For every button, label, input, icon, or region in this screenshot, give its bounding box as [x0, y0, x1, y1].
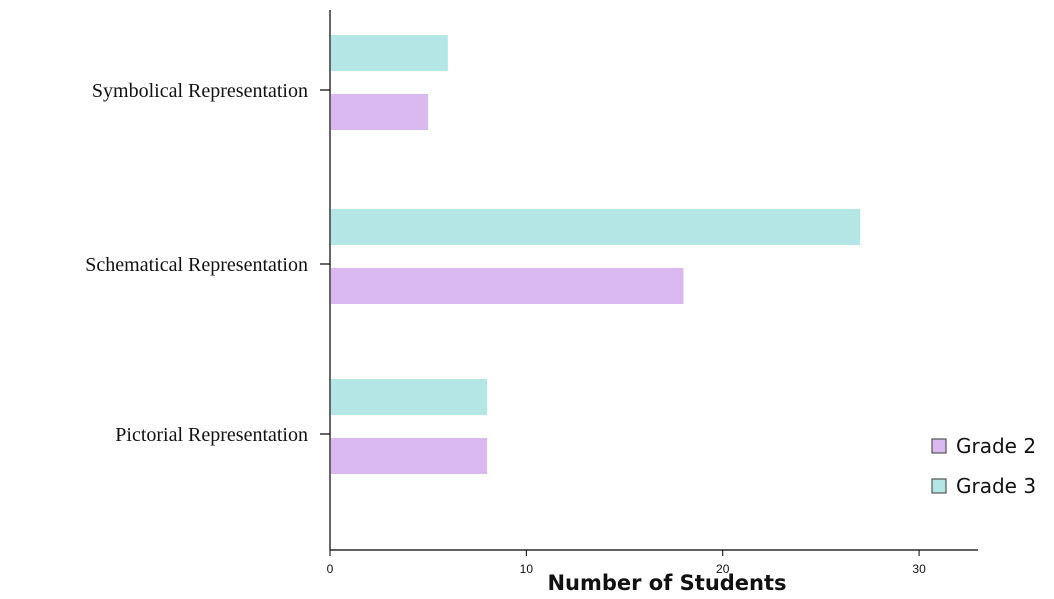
x-tick-label: 10	[520, 562, 534, 576]
x-tick-label: 20	[716, 562, 730, 576]
category-label: Pictorial Representation	[115, 424, 308, 446]
legend-swatch-grade-3	[931, 478, 947, 494]
category-labels: Symbolical Representation Schematical Rep…	[85, 80, 330, 446]
bar-grade-3-1	[331, 209, 861, 245]
category-label: Symbolical Representation	[92, 80, 308, 102]
category-label: Schematical Representation	[85, 254, 308, 276]
bar-grade-2-1	[331, 268, 684, 304]
legend-label: Grade 2	[956, 434, 1036, 458]
bar-grade-2-2	[331, 438, 488, 474]
x-tick-label: 30	[912, 562, 926, 576]
bar-grade-2-0	[331, 94, 429, 130]
legend-swatch-grade-2	[931, 438, 947, 454]
legend-label: Grade 3	[956, 474, 1036, 498]
bar-grade-3-0	[331, 35, 448, 71]
legend: Grade 2 Grade 3	[931, 434, 1036, 498]
x-axis-title: Number of Students	[547, 571, 786, 595]
bars-group	[331, 35, 861, 474]
bar-grade-3-2	[331, 379, 488, 415]
axes-group	[329, 10, 978, 551]
x-tick-label: 0	[327, 562, 334, 576]
x-ticks: 0 10 20 30	[327, 550, 926, 576]
